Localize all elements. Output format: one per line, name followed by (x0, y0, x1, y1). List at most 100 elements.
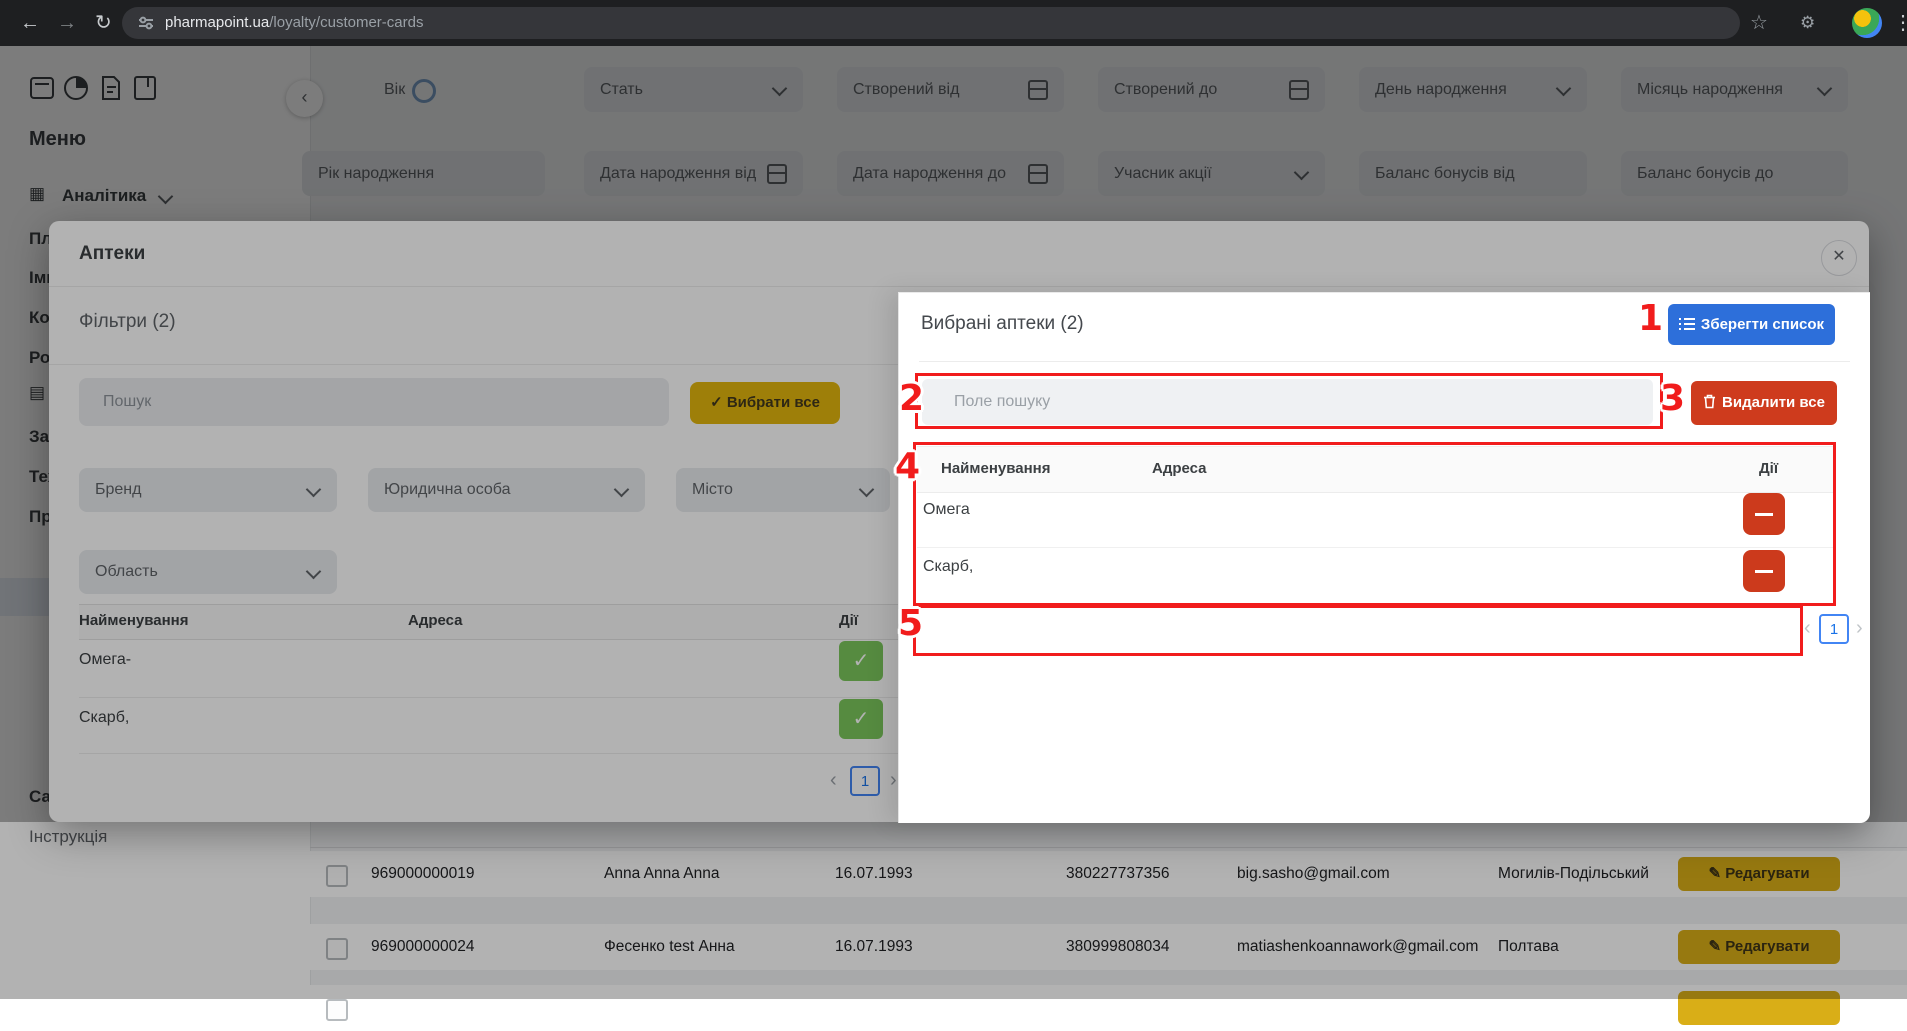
annotation-number-4: 4 (895, 446, 921, 487)
back-icon[interactable]: ← (20, 12, 40, 34)
city-select[interactable]: Місто (676, 468, 890, 512)
calendar-icon (767, 164, 787, 184)
sidebar-item-analytics[interactable]: Аналітика (62, 186, 147, 205)
profile-avatar[interactable] (1852, 8, 1882, 38)
extensions-icon[interactable]: ⚙ (1800, 13, 1816, 32)
filter-bonus-to[interactable]: Баланс бонусів до (1621, 151, 1848, 196)
modal-row-name: Омега- (79, 651, 132, 668)
prev-page-icon[interactable]: ‹ (1804, 617, 1811, 639)
annotation-number-1: 1 (1638, 298, 1664, 339)
minus-icon (1755, 513, 1773, 516)
panel-row-name: Омега (923, 501, 970, 518)
calendar-icon (1028, 164, 1048, 184)
cell-card-number: 969000000024 (371, 938, 475, 955)
annotation-box-5 (913, 605, 1803, 656)
url-domain: pharmapoint.ua (165, 14, 270, 31)
pencil-icon: ✎ (1708, 938, 1726, 955)
calendar-icon (1028, 80, 1048, 100)
panel-table-header: Найменування Адреса Дії (917, 446, 1833, 493)
cell-city: Полтава (1498, 938, 1559, 955)
sidebar-menu-title: Меню (29, 128, 86, 150)
remove-button[interactable] (1743, 493, 1785, 535)
cell-name: Anna Anna Anna (604, 865, 720, 882)
next-page-icon[interactable]: › (1856, 617, 1863, 639)
row-checkbox[interactable] (326, 865, 348, 887)
trash-icon (1704, 394, 1716, 409)
bookmark-star-icon[interactable]: ☆ (1750, 12, 1768, 34)
remove-button[interactable] (1743, 550, 1785, 592)
divider (919, 361, 1850, 362)
book-icon[interactable] (132, 75, 158, 101)
filter-created-to[interactable]: Створений до (1098, 67, 1325, 112)
calendar-icon (1289, 80, 1309, 100)
prev-page-icon[interactable]: ‹ (830, 769, 837, 791)
annotation-number-5: 5 (898, 603, 924, 644)
annotation-box-2 (915, 373, 1663, 429)
minus-icon (1755, 570, 1773, 573)
filter-birthdate-from[interactable]: Дата народження від (584, 151, 803, 196)
filters-section-title: Фільтри (2) (79, 311, 176, 332)
panel-search-input[interactable]: Поле пошуку (922, 379, 1653, 425)
panel-title: Вибрані аптеки (2) (921, 313, 1084, 334)
next-page-icon[interactable]: › (890, 769, 897, 791)
document-icon[interactable] (98, 75, 124, 101)
row-checkbox[interactable] (326, 938, 348, 960)
list-icon: ▤ (29, 383, 46, 402)
modal-table-header: Найменування Адреса Дії (79, 604, 899, 640)
cell-phone: 380227737356 (1066, 865, 1170, 882)
divider (79, 697, 899, 698)
annotation-number-3: 3 (1660, 378, 1686, 419)
filter-birth-year[interactable]: Рік народження (302, 151, 545, 196)
filter-birthdate-to[interactable]: Дата народження до (837, 151, 1064, 196)
sidebar-item-instruction[interactable]: Інструкція (29, 827, 108, 846)
select-all-button[interactable]: ✓ Вибрати все (690, 382, 840, 424)
selected-pharmacies-panel: Вибрані аптеки (2) Зберегти список Поле … (898, 292, 1870, 823)
edit-button[interactable]: ✎ Редагувати (1678, 930, 1840, 964)
forward-icon[interactable]: → (57, 12, 77, 34)
cell-city: Могилів-Подільський (1498, 865, 1649, 882)
url-bar[interactable] (122, 7, 1740, 39)
filter-promo-member[interactable]: Учасник акції (1098, 151, 1325, 196)
browser-bar: ← → ↻ pharmapoint.ua/loyalty/customer-ca… (0, 0, 1907, 46)
site-info-icon[interactable] (138, 15, 154, 31)
delete-all-button[interactable]: Видалити все (1691, 381, 1837, 425)
pie-chart-icon[interactable] (63, 75, 89, 101)
annotation-number-2: 2 (899, 378, 925, 419)
browser-menu-icon[interactable]: ⋮ (1893, 12, 1907, 34)
age-filter-label: Вік (384, 81, 406, 98)
pencil-icon: ✎ (1708, 865, 1726, 882)
age-radio[interactable] (412, 79, 436, 103)
approve-button[interactable]: ✓ (839, 641, 883, 681)
row-checkbox[interactable] (326, 999, 348, 1021)
approve-button[interactable]: ✓ (839, 699, 883, 739)
cell-name: Фесенко test Анна (604, 938, 735, 955)
filter-created-from[interactable]: Створений від (837, 67, 1064, 112)
sidebar-collapse-button[interactable]: ‹ (286, 80, 323, 117)
brand-select[interactable]: Бренд (79, 468, 337, 512)
filter-birth-day[interactable]: День народження (1359, 67, 1587, 112)
legal-entity-select[interactable]: Юридична особа (368, 468, 645, 512)
reload-icon[interactable]: ↻ (95, 12, 112, 34)
divider (79, 753, 899, 754)
table-row: 969000000019 Anna Anna Anna 16.07.1993 3… (310, 851, 1907, 897)
save-list-button[interactable]: Зберегти список (1668, 304, 1835, 345)
current-page[interactable]: 1 (850, 766, 880, 796)
cell-birthdate: 16.07.1993 (835, 938, 913, 955)
table-top-divider (310, 847, 1907, 848)
edit-button[interactable]: ✎ Редагувати (1678, 857, 1840, 891)
filter-bonus-from[interactable]: Баланс бонусів від (1359, 151, 1587, 196)
filter-gender[interactable]: Стать (584, 67, 803, 112)
table-row: 969000000024 Фесенко test Анна 16.07.199… (310, 924, 1907, 970)
cell-birthdate: 16.07.1993 (835, 865, 913, 882)
current-page[interactable]: 1 (1819, 614, 1849, 644)
cell-email: matiashenkoannawork@gmail.com (1237, 938, 1479, 955)
archive-icon[interactable] (29, 75, 55, 101)
region-select[interactable]: Область (79, 550, 337, 594)
panel-row-name: Скарб, (923, 558, 974, 575)
url-path: /loyalty/customer-cards (269, 14, 424, 31)
divider (917, 547, 1833, 548)
filter-birth-month[interactable]: Місяць народження (1621, 67, 1848, 112)
close-icon[interactable]: ✕ (1821, 240, 1857, 276)
modal-search-input[interactable]: Пошук (79, 378, 669, 426)
divider (49, 286, 1869, 287)
